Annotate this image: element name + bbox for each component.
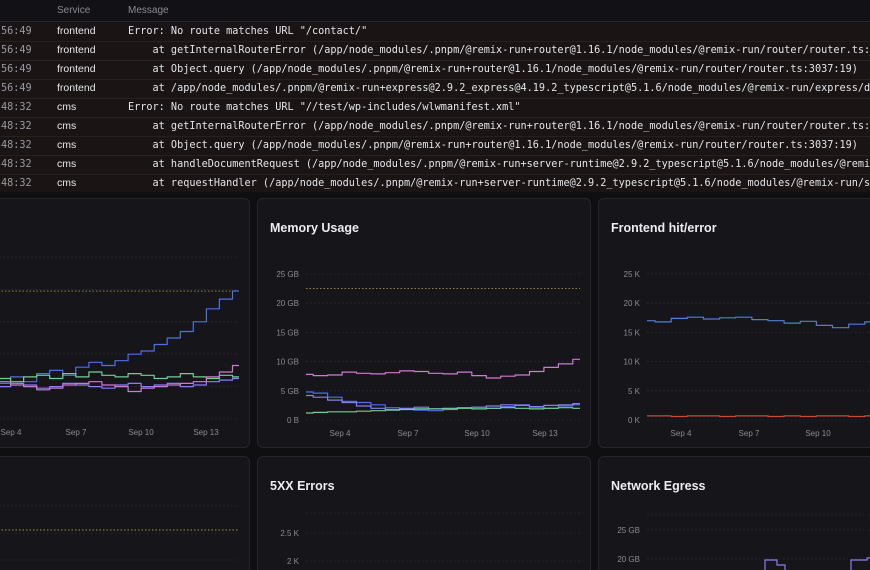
y-tick-label: 20 GB [276,299,299,308]
x-tick-label: Sep 10 [128,428,154,437]
log-timestamp: 48:32 [1,140,32,151]
x-tick-label: Sep 7 [66,428,87,437]
card-title: Memory Usage [270,221,359,235]
y-tick-label: 25 GB [617,526,640,535]
log-service: cms [57,158,77,170]
5xx-errors-chart: 2 K 2.5 K [280,512,580,566]
x-tick-label: Sep 7 [398,429,419,438]
card-frontend-hit-error: Frontend hit/error 0 K 5 K 10 K 15 K 20 K 25 … [598,198,870,448]
series-line [0,364,239,393]
log-row[interactable]: 56:49 frontend at Object.query (/app/node… [0,61,870,80]
x-tick-label: Sep 4 [330,429,351,438]
x-tick-label: Sep 4 [671,429,692,438]
y-tick-label: 5 GB [281,387,299,396]
y-tick-label: 0 K [628,416,641,425]
x-tick-label: Sep 13 [193,428,219,437]
series-line [850,557,870,570]
log-service: cms [57,120,77,132]
card-title: Network Egress [611,479,706,493]
log-row[interactable]: 48:32 cms at getInternalRouterError (/app… [0,118,870,137]
log-timestamp: 56:49 [1,26,32,37]
card-title: 5XX Errors [270,479,335,493]
log-message: Error: No route matches URL "//test/wp-i… [128,102,521,113]
y-tick-label: 10 GB [276,358,299,367]
series-line [306,358,580,379]
log-row[interactable]: 48:32 cms at Object.query (/app/node_modu… [0,137,870,156]
log-timestamp: 48:32 [1,178,32,189]
x-tick-label: Sep 4 [1,428,22,437]
log-service: frontend [57,63,96,75]
log-timestamp: 56:49 [1,45,32,56]
log-row[interactable]: 48:32 cms Error: No route matches URL "//t… [0,99,870,118]
network-egress-chart: 20 GB 25 GB [617,514,870,570]
series-line [647,415,870,418]
log-service: cms [57,177,77,189]
y-tick-label: 15 GB [276,328,299,337]
y-tick-label: 15 K [624,328,641,337]
y-tick-label: 10 K [624,358,641,367]
x-tick-label: Sep 13 [532,429,558,438]
log-row[interactable]: 56:49 frontend at getInternalRouterError … [0,42,870,61]
log-message: at getInternalRouterError (/app/node_mod… [128,45,870,56]
log-message: at Object.query (/app/node_modules/.pnpm… [128,64,858,75]
column-header-service[interactable]: Service [57,5,91,16]
bottom-left-chart [0,505,239,561]
frontend-hit-error-chart: 0 K 5 K 10 K 15 K 20 K 25 K Sep 4 Sep 7 Sep 10 [624,270,870,438]
log-service: cms [57,101,77,113]
log-message: at handleDocumentRequest (/app/node_modu… [128,159,870,170]
log-timestamp: 56:49 [1,83,32,94]
log-service: frontend [57,82,96,94]
series-line [0,371,239,383]
log-message: at Object.query (/app/node_modules/.pnpm… [128,140,858,151]
y-tick-label: 0 B [287,416,299,425]
log-timestamp: 48:32 [1,159,32,170]
series-line [306,407,580,414]
log-message: Error: No route matches URL "/contact/" [128,26,368,37]
log-timestamp: 48:32 [1,121,32,132]
log-service: cms [57,139,77,151]
log-message: at /app/node_modules/.pnpm/@remix-run+ex… [128,83,870,94]
card-bottom-left [0,456,250,570]
log-service: frontend [57,25,96,37]
log-row[interactable]: 48:32 cms at handleDocumentRequest (/app/… [0,156,870,175]
card-network-egress: Network Egress 20 GB 25 GB [598,456,870,570]
series-line [764,559,786,570]
log-service: frontend [57,44,96,56]
log-message: at requestHandler (/app/node_modules/.pn… [128,178,870,189]
y-tick-label: 25 GB [276,270,299,279]
log-row[interactable]: 48:32 cms at requestHandler (/app/node_mo… [0,175,870,192]
memory-usage-chart: 0 B 5 GB 10 GB 15 GB 20 GB 25 GB Sep 4 Sep 7 Sep… [276,270,580,438]
x-tick-label: Sep 7 [739,429,760,438]
y-tick-label: 20 K [624,299,641,308]
log-row[interactable]: 56:49 frontend Error: No route matches URL… [0,23,870,42]
log-message: at getInternalRouterError (/app/node_mod… [128,121,870,132]
log-header: Service Message [0,0,870,22]
card-title: Frontend hit/error [611,221,717,235]
x-tick-label: Sep 10 [805,429,831,438]
series-line [0,290,239,384]
y-tick-label: 25 K [624,270,641,279]
card-memory-usage: Memory Usage 0 B 5 GB 10 GB 15 GB 20 GB 25 GB… [257,198,591,448]
y-tick-label: 2 K [287,557,300,566]
card-cpu: Sep 4 Sep 7 Sep 10 Sep 13 [0,198,250,448]
log-timestamp: 56:49 [1,64,32,75]
y-tick-label: 20 GB [617,555,640,564]
log-timestamp: 48:32 [1,102,32,113]
column-header-message[interactable]: Message [128,5,169,16]
y-tick-label: 2.5 K [280,529,299,538]
log-panel: Service Message 56:49 frontend Error: No r… [0,0,870,192]
x-tick-label: Sep 10 [464,429,490,438]
cpu-chart: Sep 4 Sep 7 Sep 10 Sep 13 [0,256,239,437]
series-line [647,316,870,329]
log-row[interactable]: 56:49 frontend at /app/node_modules/.pnpm… [0,80,870,99]
y-tick-label: 5 K [628,387,641,396]
card-5xx-errors: 5XX Errors 2 K 2.5 K [257,456,591,570]
